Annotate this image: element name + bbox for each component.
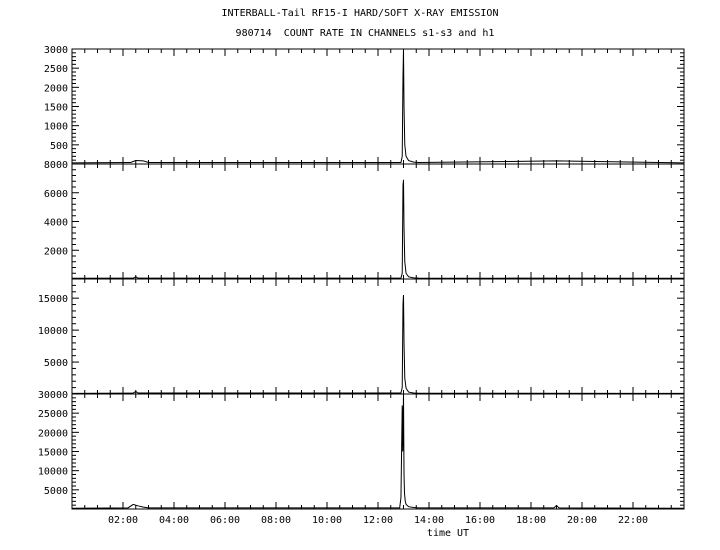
y-tick-label: 15000 [38,448,68,459]
series-line-s1 [71,48,685,164]
y-tick-label: 1500 [44,103,68,114]
x-tick-label: 04:00 [159,515,189,526]
x-tick-label: 06:00 [210,515,240,526]
chart-title: INTERBALL-Tail RF15-I HARD/SOFT X-RAY EM… [221,8,499,19]
y-tick-label: 2000 [44,246,68,257]
panel-frame-s3 [71,278,685,395]
y-tick-label: 8000 [44,160,68,171]
y-tick-label: 1000 [44,122,68,133]
series-line-h1 [71,393,685,509]
y-tick-label: 6000 [44,189,68,200]
y-tick-label: 20000 [38,428,68,439]
y-tick-label: 5000 [44,358,68,369]
x-axis-label: time UT [427,528,469,539]
panel-frame-h1 [71,393,685,510]
x-tick-label: 08:00 [261,515,291,526]
y-tick-label: 25000 [38,409,68,420]
series-line-s3 [71,294,685,394]
y-tick-label: 30000 [38,390,68,401]
y-tick-label: 15000 [38,294,68,305]
x-tick-label: 12:00 [363,515,393,526]
y-tick-label: 4000 [44,218,68,229]
panel-frame-s1 [71,48,685,165]
chart-subtitle: 980714 COUNT RATE IN CHANNELS s1-s3 and … [235,28,495,39]
x-tick-label: 22:00 [618,515,648,526]
panel-frame-s2 [71,163,685,280]
y-tick-label: 3000 [44,45,68,56]
x-tick-label: 02:00 [108,515,138,526]
y-tick-label: 500 [50,141,68,152]
y-tick-label: 2500 [44,64,68,75]
y-tick-label: 10000 [38,467,68,478]
x-tick-label: 10:00 [312,515,342,526]
y-tick-label: 10000 [38,326,68,337]
series-line-s2 [71,179,685,279]
y-tick-label: 5000 [44,486,68,497]
x-tick-label: 16:00 [465,515,495,526]
x-tick-label: 14:00 [414,515,444,526]
y-tick-label: 2000 [44,83,68,94]
x-tick-label: 20:00 [567,515,597,526]
x-tick-label: 18:00 [516,515,546,526]
